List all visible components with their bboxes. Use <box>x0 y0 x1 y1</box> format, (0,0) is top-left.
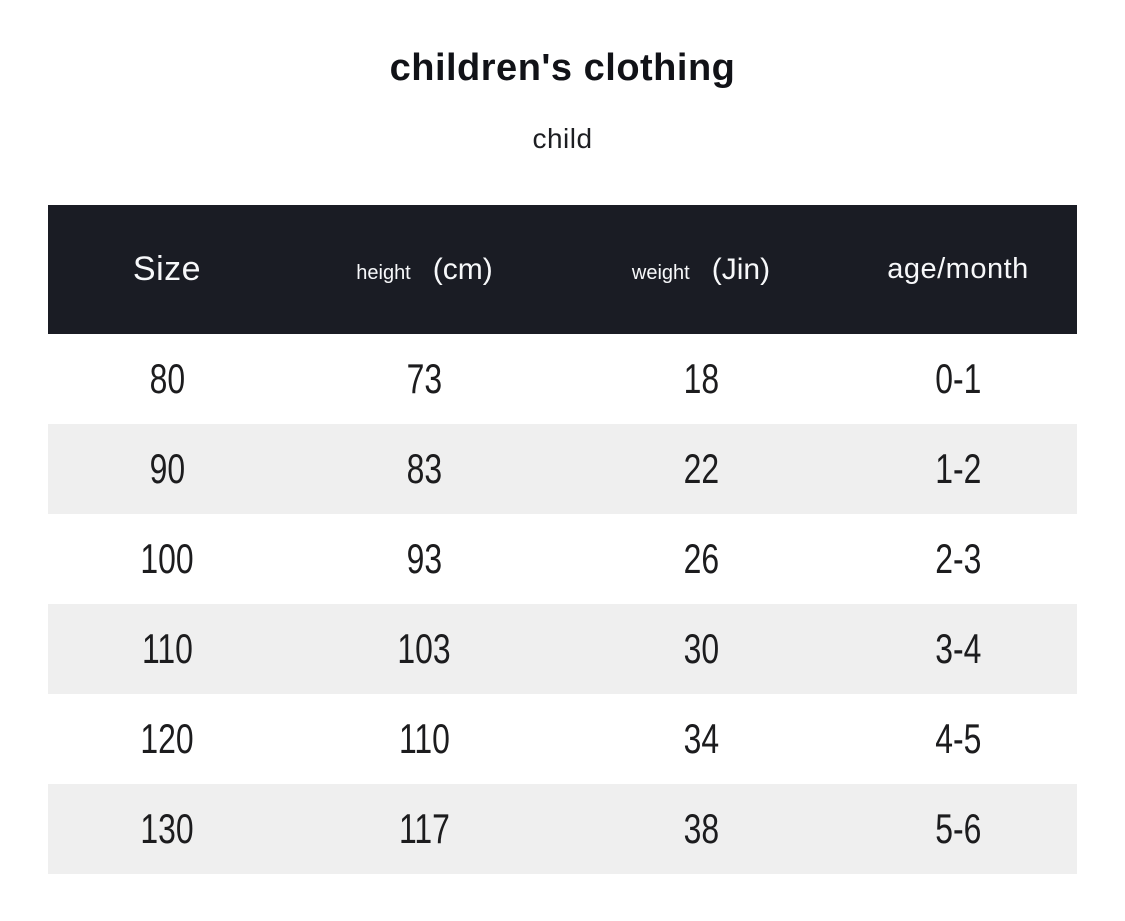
table-header-row: Size height (cm) weight (Jin) age/month <box>48 205 1077 334</box>
table-row: 110 103 30 3-4 <box>48 604 1077 694</box>
cell-size: 110 <box>141 625 193 672</box>
header-height: height (cm) <box>286 205 563 334</box>
header-size-label: Size <box>132 250 202 288</box>
header-weight-label: weight <box>631 261 690 284</box>
header-height-group: height (cm) <box>286 253 563 287</box>
header-weight-unit: (Jin) <box>711 252 771 286</box>
cell-size: 80 <box>149 355 185 402</box>
header-size: Size <box>48 205 286 334</box>
cell-height: 93 <box>406 535 443 582</box>
cell-weight: 22 <box>683 445 719 492</box>
cell-size: 130 <box>140 805 194 852</box>
header-age-month: age/month <box>839 205 1077 334</box>
cell-age: 0-1 <box>934 355 982 402</box>
cell-weight: 34 <box>683 715 719 762</box>
size-table: Size height (cm) weight (Jin) age/month <box>48 205 1077 874</box>
table-row: 130 117 38 5-6 <box>48 784 1077 874</box>
cell-height: 103 <box>397 625 452 672</box>
page-subtitle: child <box>532 123 593 154</box>
cell-weight: 18 <box>683 355 719 402</box>
header-height-label: height <box>356 261 411 284</box>
page-title: children's clothing <box>389 47 736 89</box>
header-weight: weight (Jin) <box>563 205 839 334</box>
table-row: 80 73 18 0-1 <box>48 334 1077 424</box>
table-row: 90 83 22 1-2 <box>48 424 1077 514</box>
cell-age: 2-3 <box>934 535 982 582</box>
cell-age: 3-4 <box>934 625 982 672</box>
cell-size: 90 <box>149 445 185 492</box>
table-row: 100 93 26 2-3 <box>48 514 1077 604</box>
table-row: 120 110 34 4-5 <box>48 694 1077 784</box>
cell-height: 73 <box>406 355 443 402</box>
cell-height: 117 <box>399 805 450 852</box>
cell-weight: 30 <box>683 625 719 672</box>
cell-age: 5-6 <box>934 805 982 852</box>
cell-weight: 26 <box>683 535 719 582</box>
header-age-month-label: age/month <box>887 253 1029 285</box>
cell-height: 83 <box>406 445 443 492</box>
header-height-unit: (cm) <box>432 252 493 286</box>
cell-height: 110 <box>399 715 450 762</box>
cell-age: 1-2 <box>934 445 982 492</box>
cell-weight: 38 <box>683 805 719 852</box>
cell-age: 4-5 <box>934 715 982 762</box>
cell-size: 120 <box>140 715 194 762</box>
cell-size: 100 <box>140 535 194 582</box>
header-weight-group: weight (Jin) <box>563 253 839 287</box>
